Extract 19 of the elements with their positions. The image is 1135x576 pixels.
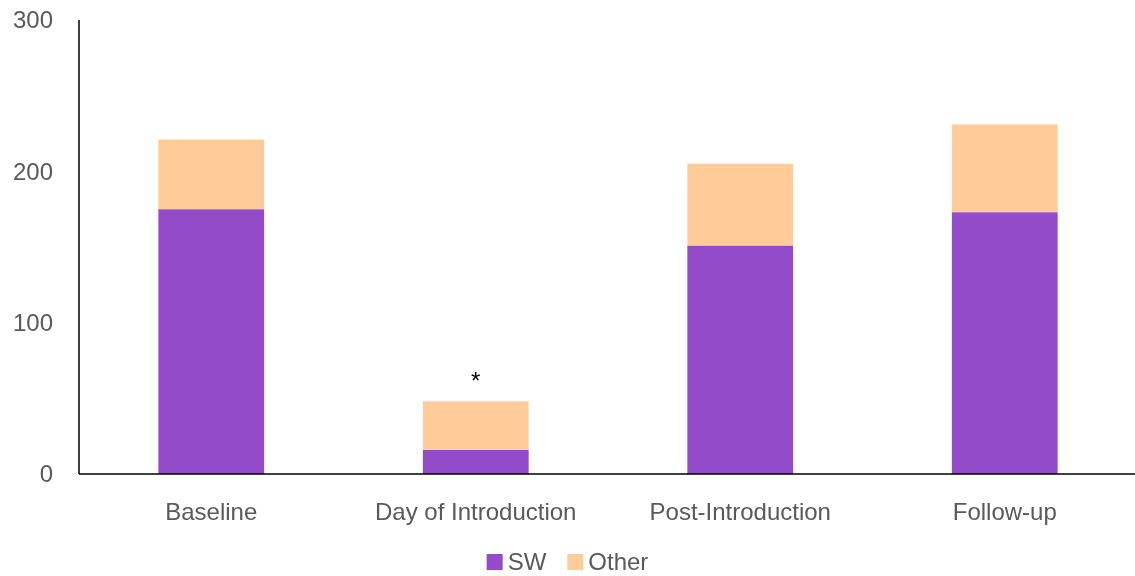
x-tick-label: Follow-up [952,498,1057,526]
bar [422,401,529,450]
x-tick-label: Post-Introduction [649,498,831,526]
bar [687,245,794,474]
y-tick-label: 0 [39,460,53,488]
x-tick-label: Baseline [165,498,258,526]
bar [158,139,265,210]
legend-label: SW [507,548,547,576]
x-tick-label: Day of Introduction [375,498,577,526]
y-tick-label: 200 [12,157,53,185]
bar [951,212,1058,474]
y-tick-label: 300 [12,6,53,34]
bar [422,449,529,474]
bar [951,124,1058,213]
annotation: * [471,366,481,394]
bar [687,163,794,246]
y-tick-label: 100 [12,309,53,337]
legend-label: Other [588,548,649,576]
bar [158,209,265,474]
